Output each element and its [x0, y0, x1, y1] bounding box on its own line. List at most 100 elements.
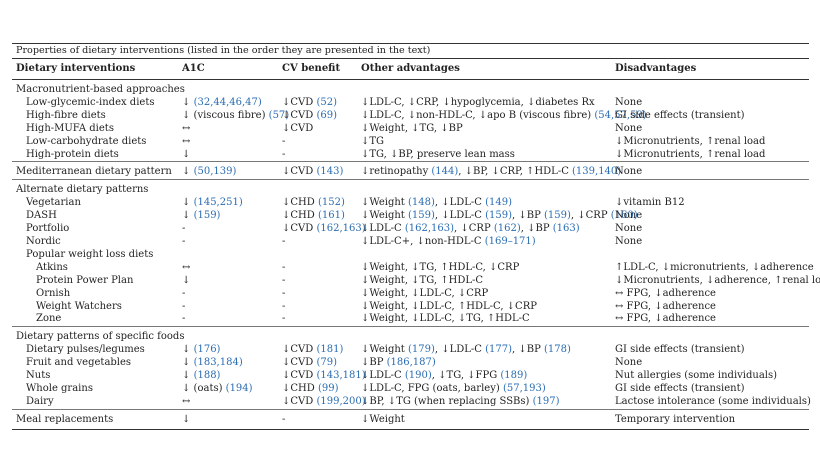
cell-intervention: Alternate dietary patterns [12, 179, 178, 198]
cell-a1c: ↓ [182, 274, 191, 286]
cell-disadvantages [611, 179, 809, 198]
table-row: Dairy ↔ ↓CVD (199,200) ↓BP, ↓TG (when repla… [12, 395, 811, 409]
cell-cv-benefit: ↓CHD (161) [282, 210, 345, 222]
cell-a1c: ↔ [182, 135, 191, 147]
cell-other-advantages: ↓LDL-C (190), ↓TG, ↓FPG (189) [361, 370, 528, 382]
cell-a1c: ↔ [182, 122, 191, 134]
cell-a1c: ↓ (oats) (194) [182, 382, 253, 394]
cell-other-advantages: ↓Weight (148), ↓LDL-C (149) [361, 197, 513, 209]
cell-disadvantages [611, 80, 809, 97]
reference-citation: (159) [485, 210, 513, 222]
reference-citation: (159) [193, 210, 221, 222]
cell-other-advantages: ↓LDL-C+, ↓non-HDL-C (169–171) [361, 235, 536, 247]
cell-other-advantages [357, 249, 611, 262]
cell-cv-benefit: ↓CVD (143,181) [282, 370, 366, 382]
cell-cv-benefit [278, 326, 357, 345]
reference-citation: (190) [404, 370, 432, 382]
table-row: Ornish - - ↓Weight, ↓LDL-C, ↓CRP ↔ FPG, ↓adh… [12, 288, 809, 301]
reference-citation: (161) [317, 210, 345, 222]
reference-citation: (159) [544, 210, 571, 222]
cell-a1c [178, 179, 278, 198]
cell-intervention: Mediterranean dietary pattern [12, 161, 178, 180]
table-row: Portfolio - ↓CVD (162,163) ↓LDL-C (162,163)… [12, 223, 809, 236]
cell-disadvantages: Nut allergies (some individuals) [615, 370, 778, 382]
cell-cv-benefit: ↓CVD (52) [282, 96, 337, 108]
cell-cv-benefit: - [282, 287, 286, 299]
cell-disadvantages [611, 326, 809, 345]
table-row: Fruit and vegetables ↓ (183,184) ↓CVD (79)… [12, 357, 809, 370]
reference-citation: (139,140) [572, 166, 622, 178]
table-body: Macronutrient-based approaches Low-glycem… [12, 80, 820, 430]
table-row: DASH ↓ (159) ↓CHD (161) ↓Weight (159), ↓LDL… [12, 210, 809, 223]
cell-cv-benefit: - [278, 408, 357, 430]
cell-disadvantages: ↔ FPG, ↓adherence [615, 313, 716, 325]
cell-cv-benefit: - [282, 300, 286, 312]
cell-intervention: Vegetarian [26, 197, 81, 209]
reference-citation: (143) [316, 166, 344, 178]
cell-disadvantages: GI side effects (transient) [615, 344, 745, 356]
cell-other-advantages [357, 179, 611, 198]
cell-a1c: ↓ (159) [182, 210, 221, 222]
cell-other-advantages: ↓BP, ↓TG (when replacing SSBs) (197) [361, 395, 560, 407]
cell-disadvantages: GI side effects (transient) [615, 382, 745, 394]
reference-citation: (199,200) [316, 395, 366, 407]
reference-citation: (50,139) [193, 166, 237, 178]
reference-citation: (163) [552, 223, 580, 235]
reference-citation: (143,181) [316, 370, 366, 382]
table-caption: Properties of dietary interventions (lis… [12, 43, 809, 59]
header-other-advantages: Other advantages [357, 59, 611, 80]
cell-other-advantages: ↓retinopathy (144), ↓BP, ↓CRP, ↑HDL-C (1… [357, 161, 621, 180]
reference-citation: (188) [193, 370, 221, 382]
cell-intervention: Fruit and vegetables [26, 357, 132, 369]
cell-a1c: - [182, 287, 186, 299]
cell-a1c: ↓ (188) [182, 370, 221, 382]
table-row: High-fibre diets ↓ (viscous fibre) (57) ↓C… [12, 110, 809, 123]
cell-a1c: ↓ (183,184) [182, 357, 243, 369]
cell-a1c: ↓ (145,251) [182, 197, 243, 209]
cell-a1c: ↓ (176) [182, 344, 221, 356]
cell-other-advantages: ↓TG, ↓BP, preserve lean mass [361, 148, 515, 160]
cell-intervention: High-MUFA diets [26, 122, 114, 134]
cell-cv-benefit: ↓CVD (181) [282, 344, 344, 356]
cell-disadvantages: None [611, 161, 809, 180]
cell-cv-benefit: ↓CHD (152) [282, 197, 345, 209]
cell-disadvantages: ↔ FPG, ↓adherence [615, 300, 716, 312]
reference-citation: (162,163) [404, 223, 455, 235]
reference-citation: (152) [317, 197, 345, 209]
reference-citation: (179) [408, 344, 435, 356]
table-row: Low-carbohydrate diets ↔ - ↓TG ↓Micronutrien… [12, 136, 809, 149]
reference-citation: (178) [544, 344, 571, 356]
reference-citation: (32,44,46,47) [193, 96, 262, 108]
cell-intervention: Low-carbohydrate diets [26, 135, 147, 147]
cell-cv-benefit: - [282, 135, 286, 147]
cell-disadvantages: None [615, 223, 643, 235]
cell-intervention: Macronutrient-based approaches [16, 84, 185, 95]
cell-other-advantages: ↓BP (186,187) [361, 357, 436, 369]
table-row: Weight Watchers - - ↓Weight, ↓LDL-C, ↑HDL-C… [12, 301, 809, 314]
table-row: Zone - - ↓Weight, ↓LDL-C, ↓TG, ↑HDL-C ↔ FPG,… [12, 313, 809, 326]
reference-citation: (177) [485, 344, 513, 356]
cell-cv-benefit [278, 80, 357, 97]
cell-disadvantages: ↓Micronutrients, ↓adherence, ↑renal load [615, 274, 820, 286]
cell-other-advantages [357, 80, 611, 97]
table-row: Dietary pulses/legumes ↓ (176) ↓CVD (181) ↓… [12, 344, 809, 357]
cell-a1c: ↓ [182, 148, 191, 160]
cell-intervention: Portfolio [26, 223, 70, 235]
cell-intervention: Weight Watchers [36, 300, 122, 312]
cell-intervention: Popular weight loss diets [26, 248, 154, 260]
reference-citation: (57) [268, 109, 290, 121]
cell-cv-benefit [278, 249, 357, 262]
reference-citation: (145,251) [193, 197, 243, 209]
table-row: Low-glycemic-index diets ↓ (32,44,46,47) ↓… [12, 97, 809, 110]
reference-citation: (183,184) [193, 357, 243, 369]
reference-citation: (197) [532, 395, 560, 407]
cell-intervention: Dietary pulses/legumes [26, 344, 145, 356]
cell-other-advantages: ↓Weight, ↓LDL-C, ↓TG, ↑HDL-C [361, 313, 530, 325]
cell-a1c [178, 249, 278, 262]
cell-a1c: ↓ (50,139) [178, 161, 278, 180]
cell-cv-benefit: ↓CVD [282, 122, 314, 134]
header-row: Dietary interventions A1C CV benefit Oth… [12, 59, 809, 80]
table-row: Protein Power Plan ↓ - ↓Weight, ↓TG, ↑HDL-C… [12, 274, 820, 288]
reference-citation: (159) [408, 210, 435, 222]
table-row: Nordic - - ↓LDL-C+, ↓non-HDL-C (169–171) Non… [12, 236, 809, 249]
